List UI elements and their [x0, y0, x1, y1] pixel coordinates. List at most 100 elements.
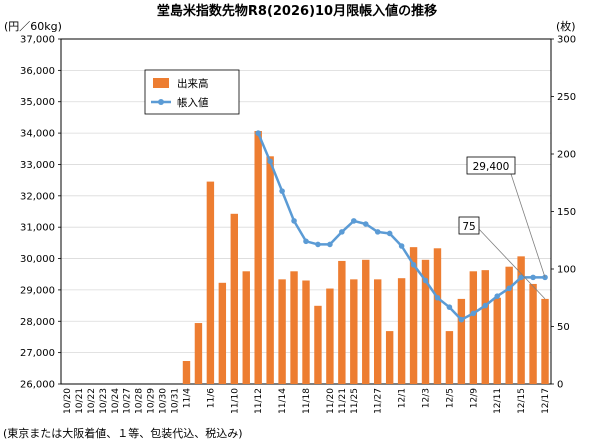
x-tick-label: 12/1 [398, 388, 408, 408]
right-tick-label: 100 [557, 265, 576, 276]
volume-bar [194, 323, 203, 384]
settlement-point [339, 229, 345, 235]
volume-bar [182, 361, 191, 384]
volume-bar [266, 156, 274, 384]
volume-bar [230, 213, 238, 384]
volume-bar [206, 181, 215, 384]
settlement-point [506, 285, 512, 292]
volume-bar [481, 270, 489, 384]
right-tick-label: 50 [557, 322, 570, 333]
volume-bar [362, 259, 370, 384]
legend-label-settlement: 帳入値 [177, 96, 209, 109]
x-tick-label: 10/21 [75, 388, 85, 414]
left-tick-label: 28,000 [20, 317, 55, 328]
left-tick-label: 29,000 [20, 285, 55, 296]
settlement-point [398, 243, 405, 249]
left-tick-label: 37,000 [20, 35, 55, 46]
left-tick-label: 33,000 [20, 160, 55, 171]
x-tick-label: 10/23 [99, 388, 109, 414]
callout-settlement-box [466, 156, 516, 175]
settlement-point [362, 221, 369, 227]
x-tick-label: 12/17 [541, 388, 551, 414]
settlement-point [482, 302, 489, 309]
x-tick-label: 12/3 [422, 388, 432, 408]
right-tick-label: 0 [557, 380, 563, 391]
settlement-point [291, 218, 297, 224]
x-tick-label: 11/14 [278, 388, 288, 414]
volume-bar [314, 305, 322, 384]
legend-box [144, 69, 240, 115]
volume-bar [290, 271, 298, 384]
right-axis-ticks: 0 50 100 150 200 250 300 [551, 35, 576, 391]
volume-bar [278, 279, 286, 384]
callout-volume-text: 75 [462, 221, 475, 233]
x-tick-label: 11/25 [350, 388, 360, 414]
volume-bars [182, 131, 549, 384]
settlement-point [410, 262, 417, 268]
x-tick-label: 12/9 [469, 388, 479, 408]
volume-bar [529, 283, 537, 384]
gridlines [61, 69, 551, 354]
settlement-point [303, 238, 309, 245]
volume-bar [254, 131, 262, 384]
volume-bar [350, 279, 358, 384]
volume-bar [457, 298, 466, 384]
x-axis-ticks: 10/20 10/21 10/22 10/23 10/24 10/27 10/28 10/29… [63, 388, 551, 414]
x-tick-label: 10/22 [87, 388, 97, 414]
legend: 出来高 帳入値 [144, 69, 240, 115]
settlement-point [374, 229, 381, 235]
settlement-point [422, 277, 429, 284]
callout-settlement: 29,400 [466, 156, 546, 278]
x-tick-label: 11/6 [206, 388, 216, 408]
volume-bar [409, 247, 418, 384]
volume-bar [421, 259, 430, 384]
left-tick-label: 30,000 [20, 254, 55, 265]
volume-bar [397, 278, 406, 384]
x-tick-label: 11/18 [302, 388, 312, 414]
x-tick-label: 10/27 [123, 388, 133, 414]
volume-bar [302, 280, 310, 384]
callout-settlement-text: 29,400 [473, 161, 510, 173]
x-tick-label: 10/29 [147, 388, 157, 414]
left-tick-label: 35,000 [20, 97, 55, 108]
right-tick-label: 250 [557, 92, 576, 103]
left-axis-ticks: 26,000 27,000 28,000 29,000 30,000 31,000 32,0… [20, 35, 61, 391]
volume-bar [326, 288, 334, 384]
volume-bar [469, 271, 478, 384]
left-tick-label: 34,000 [20, 129, 55, 140]
settlement-point [315, 241, 321, 248]
settlement-point [434, 294, 441, 301]
x-tick-label: 11/10 [230, 388, 240, 414]
settlement-point [255, 130, 261, 136]
x-tick-label: 12/15 [517, 388, 527, 414]
settlement-point [530, 274, 536, 281]
x-tick-label: 11/20 [326, 388, 336, 414]
x-tick-label: 11/21 [338, 388, 348, 414]
callout-volume-box [458, 216, 480, 235]
left-tick-label: 31,000 [20, 223, 55, 234]
volume-bar [433, 248, 442, 384]
right-tick-label: 200 [557, 150, 576, 161]
right-axis-unit: (枚) [556, 19, 576, 33]
volume-bar [218, 282, 227, 384]
left-tick-label: 27,000 [20, 348, 55, 359]
volume-bar [541, 298, 549, 384]
volume-bar [445, 331, 454, 384]
settlement-point [458, 316, 465, 323]
volume-bar [385, 331, 394, 384]
volume-bar [374, 279, 382, 384]
volume-bar [338, 260, 346, 384]
settlement-point [327, 241, 333, 248]
left-axis-unit: (円／60kg) [4, 20, 62, 33]
left-tick-label: 26,000 [20, 380, 55, 391]
x-tick-label: 11/12 [254, 388, 264, 414]
legend-marker-settlement [158, 99, 164, 105]
x-tick-label: 12/11 [493, 388, 503, 414]
legend-label-volume: 出来高 [177, 77, 209, 90]
settlement-point [279, 188, 285, 194]
callout-volume: 75 [458, 216, 546, 300]
x-tick-label: 11/4 [183, 388, 193, 408]
left-tick-label: 32,000 [20, 191, 55, 202]
settlement-point [518, 274, 524, 281]
